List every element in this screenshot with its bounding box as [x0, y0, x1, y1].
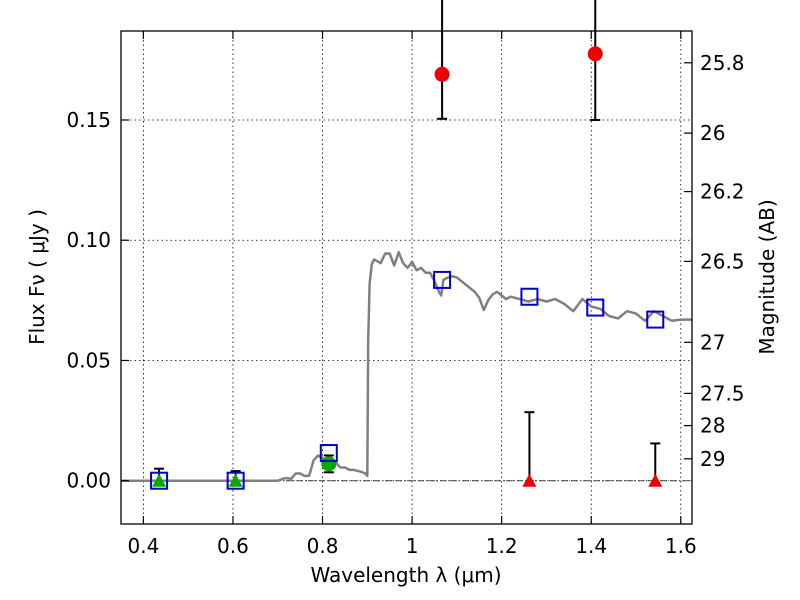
magnitude-tick-label: 27 [700, 330, 725, 354]
ir-detection-marker [587, 46, 603, 62]
optical-upper-limit-marker [152, 473, 167, 487]
magnitude-axis-label: Magnitude (AB) [755, 199, 779, 354]
optical-upper-limit-marker [228, 473, 243, 487]
y-axis-label: Flux Fν ( μJy ) [25, 209, 49, 345]
model-photometry-square [586, 298, 605, 317]
x-tick-label: 0.6 [217, 534, 249, 558]
grid-lines [121, 31, 692, 524]
x-tick-labels: 0.4 0.6 0.8 1 1.2 1.4 1.6 [127, 534, 696, 558]
ir-upper-limit-marker [648, 473, 663, 487]
y-tick-label: 0.05 [66, 348, 111, 372]
y-tick-labels: 0.00 0.05 0.10 0.15 [66, 108, 111, 493]
optical-detection-marker [321, 456, 337, 472]
ir-upper-limit-marker [522, 473, 537, 487]
magnitude-tick-label: 25.8 [700, 51, 745, 75]
plot-background [121, 31, 692, 524]
plot-frame [120, 30, 693, 525]
y-tick-label: 0.10 [66, 228, 111, 252]
magnitude-tick-label: 26.2 [700, 180, 745, 204]
x-tick-label: 0.4 [127, 534, 159, 558]
x-tick-label: 1 [406, 534, 419, 558]
magnitude-tick-label: 28 [700, 414, 725, 438]
model-photometry-square [520, 287, 539, 306]
model-photometry-square [433, 270, 452, 289]
x-tick-label: 1.4 [575, 534, 607, 558]
magnitude-tick-label: 29 [700, 447, 725, 471]
magnitude-tick-label: 27.5 [700, 381, 745, 405]
model-photometry-square [319, 444, 338, 463]
magnitude-tick-label: 26 [700, 121, 725, 145]
magnitude-tick-labels: 25.8 26 26.2 26.5 27 27.5 28 29 [700, 51, 745, 471]
magnitude-tick-label: 26.5 [700, 249, 745, 273]
x-tick-label: 1.2 [486, 534, 518, 558]
model-photometry-square [226, 471, 245, 490]
y-tick-label: 0.00 [66, 469, 111, 493]
model-photometry-square [150, 471, 169, 490]
model-photometry-square [646, 310, 665, 329]
photometry-points-layer [150, 0, 665, 490]
x-tick-label: 0.8 [307, 534, 339, 558]
axis-ticks [121, 31, 692, 524]
ir-detection-marker [434, 66, 450, 82]
x-axis-label: Wavelength λ (μm) [310, 563, 501, 587]
x-tick-label: 1.6 [665, 534, 697, 558]
y-tick-label: 0.15 [66, 108, 111, 132]
